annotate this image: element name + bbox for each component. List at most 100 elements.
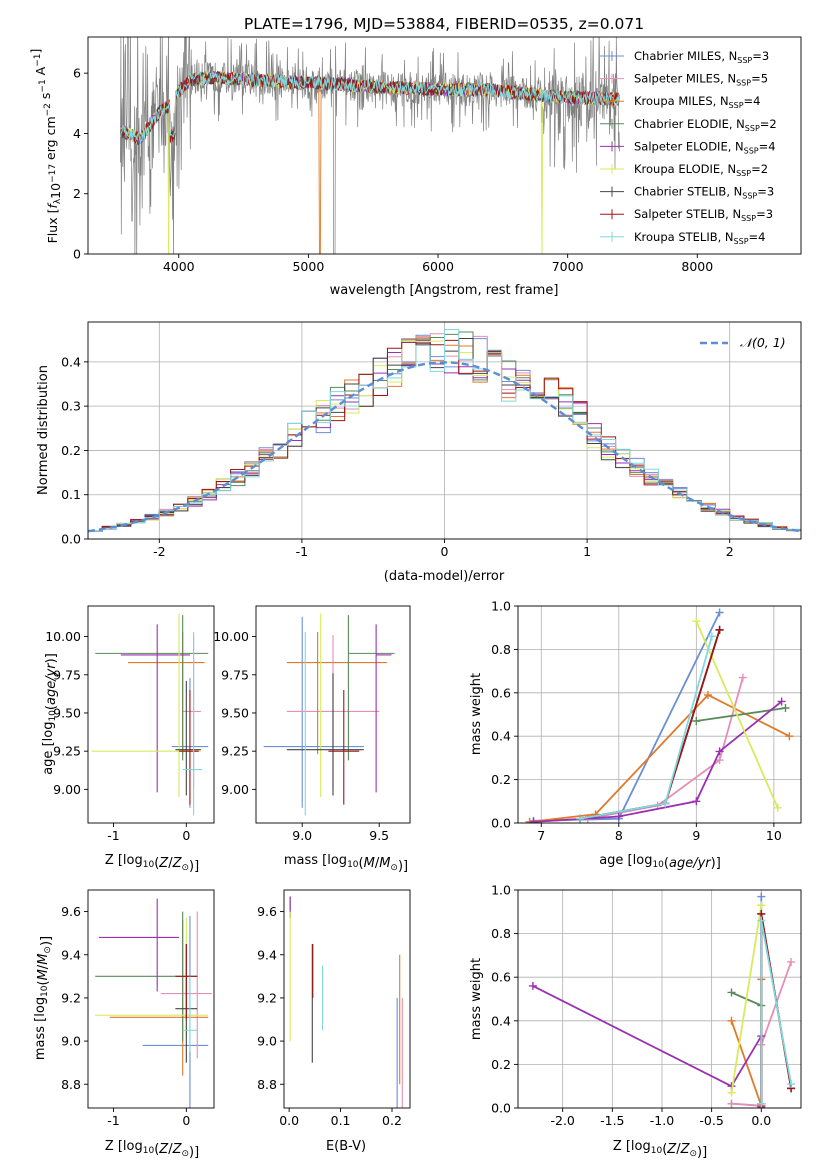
massweight-age-y-axis-label: mass weight: [469, 673, 484, 755]
y-tick-label: 9.75: [53, 667, 81, 682]
x-tick-label: 10: [766, 828, 782, 843]
age-y-axis-label: age [log10(age/yr)]: [41, 653, 59, 775]
weight-series-line: [579, 629, 721, 820]
age-vs-mass-frame: [255, 605, 411, 824]
massweight-vs-Z-frame: [517, 889, 802, 1109]
gaussian-legend-label: 𝒩(0, 1): [740, 335, 786, 350]
y-tick-label: 9.00: [53, 782, 81, 797]
y-tick-label: 0.8: [491, 642, 511, 657]
y-tick-label: 9.0: [257, 1034, 277, 1049]
weight-series-line: [730, 905, 763, 1093]
massweight-vs-age-plot-area: [525, 608, 794, 823]
y-tick-label: 0.4: [491, 729, 511, 744]
mass-vs-Z-panel: -1 0 8.8 9.0 9.2 9.4 9.6 mass [log10(M/M⊙)] Z [l…: [33, 889, 215, 1160]
residuals-panel: -2 -1 0 1 2 0.0 0.1 0.2 0.3 0.4 𝒩(0, 1) Normed dist…: [36, 321, 802, 584]
legend-entry: Kroupa STELIB, NSSP=4: [634, 230, 765, 246]
y-tick-label: 0.8: [491, 926, 511, 941]
legend-entry: Kroupa ELODIE, NSSP=2: [634, 162, 768, 178]
x-tick-label: -1: [107, 1113, 119, 1128]
age-vs-Z-panel: -1 0 9.00 9.25 9.50 9.75 10.00 age [log10(age/y…: [41, 605, 215, 874]
y-tick-label: 0: [73, 247, 81, 262]
age-vs-mass-plot-area: [263, 613, 395, 816]
legend-entry: Kroupa MILES, NSSP=4: [634, 94, 760, 110]
spectrum-data-line: [120, 37, 620, 254]
y-tick-label: 2: [73, 186, 81, 201]
x-tick-label: 4000: [163, 259, 195, 274]
y-tick-label: 9.4: [257, 947, 277, 962]
spectrum-legend: Chabrier MILES, NSSP=3 Salpeter MILES, NS…: [600, 49, 777, 246]
x-tick-label: 0.0: [279, 1113, 299, 1128]
figure-title: PLATE=1796, MJD=53884, FIBERID=0535, z=0…: [244, 15, 644, 33]
weight-series-line: [579, 629, 721, 820]
x-tick-label: 9.0: [292, 828, 312, 843]
y-tick-label: 4: [73, 126, 81, 141]
legend-entry: Salpeter ELODIE, NSSP=4: [634, 139, 776, 155]
weight-marker: [692, 797, 701, 806]
massweight-vs-Z-plot-area: [528, 892, 796, 1108]
y-tick-label: 0.2: [491, 1057, 511, 1072]
y-tick-label: 9.00: [221, 782, 249, 797]
weight-marker: [785, 732, 794, 741]
y-tick-label: 0.2: [61, 443, 81, 458]
weight-marker: [692, 617, 701, 626]
residuals-x-axis-label: (data-model)/error: [384, 569, 505, 584]
y-tick-label: 0.4: [61, 354, 81, 369]
age-vs-mass-panel: 9.0 9.5 9.00 9.25 9.50 9.75 10.00 mass [log10(M…: [213, 605, 411, 874]
weight-marker: [715, 608, 724, 617]
y-tick-label: 9.6: [257, 904, 277, 919]
x-tick-label: -2.0: [550, 1113, 574, 1128]
weight-marker: [757, 901, 766, 910]
weight-marker: [703, 690, 712, 699]
x-tick-label: -1.0: [650, 1113, 674, 1128]
weight-series-line: [579, 636, 713, 820]
massweight-vs-age-panel: 7 8 9 10 0.0 0.2 0.4 0.6 0.8 1.0 mass weight age [l…: [469, 599, 802, 871]
y-tick-label: 0.6: [491, 685, 511, 700]
residuals-plot-area: [88, 328, 801, 539]
gaussian-curve: [88, 361, 801, 533]
y-tick-label: 9.2: [61, 990, 81, 1005]
x-tick-label: 0.0: [751, 1113, 771, 1128]
weight-marker: [781, 703, 790, 712]
x-tick-label: 7: [537, 828, 545, 843]
x-tick-label: 5000: [292, 259, 324, 274]
weight-marker: [727, 1016, 736, 1025]
weight-marker: [661, 799, 670, 808]
weight-marker: [787, 1080, 796, 1089]
weight-marker: [777, 697, 786, 706]
spectrum-y-axis-label: Flux [fλ10−17 erg cm−2 s−1 A−1]: [28, 49, 63, 244]
age-vs-Z-frame: [87, 605, 215, 824]
y-tick-label: 9.50: [53, 705, 81, 720]
weight-marker: [591, 810, 600, 819]
y-tick-label: 0.6: [491, 970, 511, 985]
weight-marker: [528, 981, 537, 990]
weight-marker: [727, 1088, 736, 1097]
y-tick-label: 8.8: [257, 1077, 277, 1092]
legend-entry: Salpeter MILES, NSSP=5: [634, 72, 768, 88]
y-tick-label: 1.0: [491, 883, 511, 898]
x-tick-label: 9: [692, 828, 700, 843]
y-tick-label: 9.0: [61, 1034, 81, 1049]
x-tick-label: 0.2: [382, 1113, 402, 1128]
y-tick-label: 0.0: [61, 532, 81, 547]
weight-marker: [727, 1099, 736, 1108]
weight-series-line: [760, 920, 792, 1104]
y-tick-label: 0.4: [491, 1013, 511, 1028]
y-tick-label: 9.2: [257, 990, 277, 1005]
weight-marker: [715, 756, 724, 765]
weight-series-line: [695, 620, 779, 809]
x-tick-label: 9.5: [369, 828, 389, 843]
weight-marker: [614, 812, 623, 821]
y-tick-label: 8.8: [61, 1077, 81, 1092]
x-tick-label: 0.1: [331, 1113, 351, 1128]
weight-series-line: [532, 985, 763, 1107]
legend-entry: Chabrier STELIB, NSSP=3: [634, 185, 774, 201]
mass-y-axis-label: mass [log10(M/M⊙)]: [33, 936, 54, 1060]
massweight-z-y-axis-label: mass weight: [469, 958, 484, 1040]
massweight-vs-Z-panel: -2.0 -1.5 -1.0 -0.5 0.0 0.0 0.2 0.4 0.6 0.8 1.0 mas…: [469, 883, 802, 1160]
y-tick-label: 0.2: [491, 772, 511, 787]
weight-marker: [715, 747, 724, 756]
y-tick-label: 9.4: [61, 947, 81, 962]
weight-marker: [727, 988, 736, 997]
x-tick-label: 1: [583, 544, 591, 559]
ebv-x-axis-label: E(B-V): [326, 1139, 366, 1154]
